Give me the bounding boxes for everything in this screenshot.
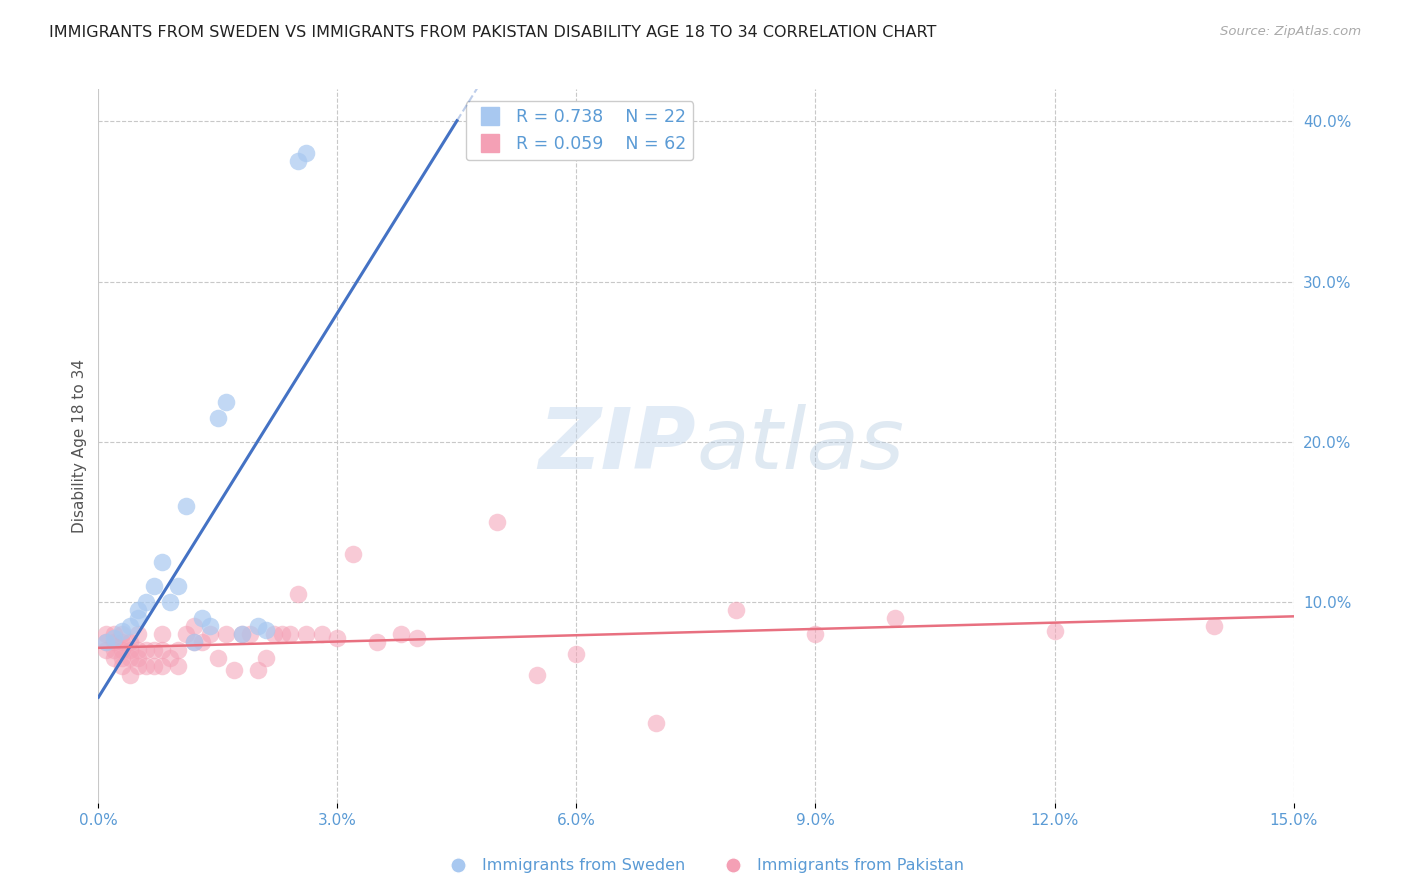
Point	[884, 611, 907, 625]
Point	[231, 627, 253, 641]
Point	[389, 627, 412, 641]
Point	[485, 515, 508, 529]
Point	[120, 651, 142, 665]
Point	[143, 659, 166, 673]
Point	[120, 619, 142, 633]
Point	[645, 715, 668, 730]
Point	[96, 627, 118, 641]
Point	[135, 595, 157, 609]
Text: IMMIGRANTS FROM SWEDEN VS IMMIGRANTS FROM PAKISTAN DISABILITY AGE 18 TO 34 CORRE: IMMIGRANTS FROM SWEDEN VS IMMIGRANTS FRO…	[49, 25, 936, 40]
Point	[150, 659, 173, 673]
Point	[254, 623, 277, 637]
Point	[724, 603, 747, 617]
Point	[183, 635, 205, 649]
Point	[120, 667, 142, 681]
Point	[183, 619, 205, 633]
Point	[246, 619, 269, 633]
Point	[278, 627, 301, 641]
Point	[1043, 624, 1066, 639]
Point	[159, 651, 181, 665]
Point	[207, 411, 229, 425]
Point	[143, 643, 166, 657]
Point	[231, 627, 253, 641]
Point	[159, 595, 181, 609]
Point	[167, 643, 190, 657]
Point	[103, 631, 125, 645]
Point	[103, 627, 125, 641]
Point	[406, 631, 429, 645]
Point	[167, 659, 190, 673]
Point	[111, 627, 134, 641]
Point	[311, 627, 333, 641]
Point	[287, 154, 309, 169]
Point	[254, 651, 277, 665]
Point	[183, 635, 205, 649]
Point	[294, 146, 316, 161]
Text: ZIP: ZIP	[538, 404, 696, 488]
Point	[174, 627, 197, 641]
Legend: Immigrants from Sweden, Immigrants from Pakistan: Immigrants from Sweden, Immigrants from …	[436, 852, 970, 880]
Point	[127, 611, 149, 625]
Point	[103, 651, 125, 665]
Point	[150, 643, 173, 657]
Point	[191, 611, 214, 625]
Point	[526, 667, 548, 681]
Point	[96, 635, 118, 649]
Point	[326, 631, 349, 645]
Point	[366, 635, 388, 649]
Point	[565, 647, 588, 661]
Point	[198, 619, 221, 633]
Point	[135, 643, 157, 657]
Point	[111, 651, 134, 665]
Point	[127, 603, 149, 617]
Point	[150, 555, 173, 569]
Point	[246, 663, 269, 677]
Legend: R = 0.738    N = 22, R = 0.059    N = 62: R = 0.738 N = 22, R = 0.059 N = 62	[465, 102, 693, 160]
Point	[294, 627, 316, 641]
Point	[96, 643, 118, 657]
Point	[96, 635, 118, 649]
Point	[1202, 619, 1225, 633]
Point	[127, 659, 149, 673]
Point	[222, 663, 245, 677]
Y-axis label: Disability Age 18 to 34: Disability Age 18 to 34	[72, 359, 87, 533]
Point	[215, 627, 238, 641]
Point	[143, 579, 166, 593]
Point	[103, 643, 125, 657]
Point	[111, 635, 134, 649]
Point	[174, 499, 197, 513]
Point	[120, 643, 142, 657]
Point	[111, 643, 134, 657]
Point	[239, 627, 262, 641]
Text: atlas: atlas	[696, 404, 904, 488]
Point	[342, 547, 364, 561]
Text: Source: ZipAtlas.com: Source: ZipAtlas.com	[1220, 25, 1361, 38]
Point	[111, 659, 134, 673]
Point	[198, 627, 221, 641]
Point	[120, 635, 142, 649]
Point	[127, 627, 149, 641]
Point	[127, 651, 149, 665]
Point	[150, 627, 173, 641]
Point	[287, 587, 309, 601]
Point	[127, 643, 149, 657]
Point	[215, 395, 238, 409]
Point	[270, 627, 292, 641]
Point	[804, 627, 827, 641]
Point	[207, 651, 229, 665]
Point	[111, 624, 134, 639]
Point	[103, 635, 125, 649]
Point	[263, 627, 285, 641]
Point	[191, 635, 214, 649]
Point	[135, 659, 157, 673]
Point	[167, 579, 190, 593]
